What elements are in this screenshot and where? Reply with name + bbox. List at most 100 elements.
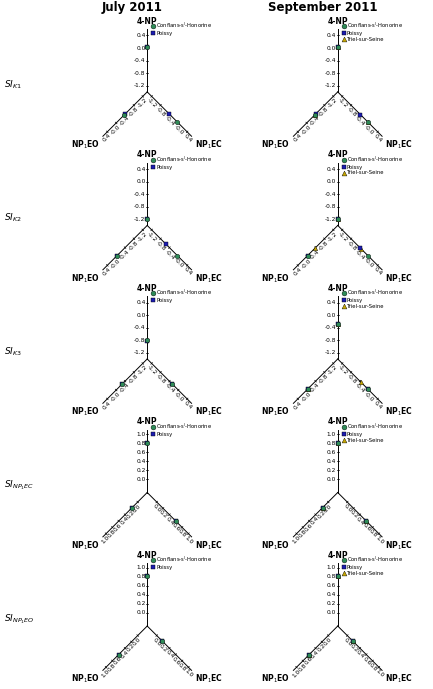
Text: 0.4: 0.4 bbox=[102, 400, 112, 410]
Text: 1.0: 1.0 bbox=[327, 432, 336, 437]
Text: 0.2: 0.2 bbox=[126, 509, 136, 520]
Text: -0.0: -0.0 bbox=[363, 124, 375, 136]
Text: NP$_1$EO: NP$_1$EO bbox=[71, 406, 100, 418]
Text: 0.4: 0.4 bbox=[136, 592, 145, 597]
Text: 0.4: 0.4 bbox=[102, 133, 112, 143]
Text: -0.8: -0.8 bbox=[346, 373, 357, 385]
Text: 0.6: 0.6 bbox=[113, 522, 123, 533]
Text: 0.0: 0.0 bbox=[152, 637, 162, 647]
Text: 0.2: 0.2 bbox=[349, 509, 359, 520]
Text: -1.2: -1.2 bbox=[136, 98, 148, 109]
Text: NP$_1$EC: NP$_1$EC bbox=[385, 673, 413, 686]
Text: NP$_1$EO: NP$_1$EO bbox=[261, 138, 290, 152]
Text: 0.0: 0.0 bbox=[152, 503, 162, 513]
Text: NP$_1$EC: NP$_1$EC bbox=[195, 673, 223, 686]
Text: 0.6: 0.6 bbox=[113, 656, 123, 666]
Text: 0.4: 0.4 bbox=[327, 33, 336, 38]
Text: 0.2: 0.2 bbox=[126, 643, 136, 653]
Text: 0.2: 0.2 bbox=[158, 643, 168, 653]
Text: -1.2: -1.2 bbox=[134, 350, 145, 356]
Text: 0.4: 0.4 bbox=[182, 400, 193, 410]
Text: -0.4: -0.4 bbox=[309, 382, 321, 394]
Text: -0.0: -0.0 bbox=[301, 258, 312, 269]
Text: -0.4: -0.4 bbox=[309, 249, 321, 260]
Text: -0.4: -0.4 bbox=[309, 115, 321, 127]
Text: 0.8: 0.8 bbox=[297, 662, 307, 672]
Legend: Conflans-s$^l$-Honorine, Poissy, Triel-sur-Seine: Conflans-s$^l$-Honorine, Poissy, Triel-s… bbox=[342, 287, 403, 309]
Text: 4-NP: 4-NP bbox=[327, 418, 348, 426]
Text: -0.4: -0.4 bbox=[164, 249, 176, 260]
Text: 0.4: 0.4 bbox=[327, 300, 336, 305]
Text: -0.0: -0.0 bbox=[363, 258, 375, 269]
Text: 0.8: 0.8 bbox=[368, 528, 378, 539]
Text: 0.0: 0.0 bbox=[327, 45, 336, 50]
Legend: Conflans-s$^l$-Honorine, Poissy, Triel-sur-Seine: Conflans-s$^l$-Honorine, Poissy, Triel-s… bbox=[342, 21, 403, 43]
Text: 4-NP: 4-NP bbox=[137, 150, 158, 159]
Text: NP$_1$EC: NP$_1$EC bbox=[195, 138, 223, 152]
Text: -0.8: -0.8 bbox=[318, 373, 330, 385]
Text: 4-NP: 4-NP bbox=[137, 551, 158, 560]
Text: 0.4: 0.4 bbox=[165, 516, 175, 526]
Text: -1.2: -1.2 bbox=[134, 216, 145, 222]
Text: 0.0: 0.0 bbox=[323, 503, 333, 513]
Text: -0.8: -0.8 bbox=[155, 240, 167, 251]
Text: 0.2: 0.2 bbox=[349, 643, 359, 653]
Text: 0.8: 0.8 bbox=[297, 528, 307, 539]
Text: 0.4: 0.4 bbox=[120, 516, 130, 526]
Text: -0.0: -0.0 bbox=[173, 124, 184, 136]
Text: -0.8: -0.8 bbox=[346, 106, 357, 118]
Text: 0.8: 0.8 bbox=[136, 441, 145, 446]
Text: -0.8: -0.8 bbox=[128, 106, 139, 118]
Text: -0.4: -0.4 bbox=[355, 115, 366, 127]
Text: -0.8: -0.8 bbox=[325, 338, 336, 342]
Text: -0.4: -0.4 bbox=[119, 249, 130, 260]
Text: 0.0: 0.0 bbox=[136, 45, 145, 50]
Text: 0.6: 0.6 bbox=[136, 583, 145, 588]
Text: -0.4: -0.4 bbox=[355, 382, 366, 394]
Text: -0.4: -0.4 bbox=[325, 192, 336, 196]
Text: 4-NP: 4-NP bbox=[327, 150, 348, 159]
Text: 0.0: 0.0 bbox=[343, 503, 353, 513]
Text: 0.4: 0.4 bbox=[136, 167, 145, 172]
Text: 0.4: 0.4 bbox=[327, 459, 336, 464]
Text: SI$_{K2}$: SI$_{K2}$ bbox=[4, 212, 23, 225]
Text: 0.4: 0.4 bbox=[136, 33, 145, 38]
Legend: Conflans-s$^l$-Honorine, Poissy: Conflans-s$^l$-Honorine, Poissy bbox=[151, 555, 213, 570]
Text: 0.6: 0.6 bbox=[362, 522, 372, 533]
Text: -1.2: -1.2 bbox=[327, 364, 339, 376]
Text: 0.0: 0.0 bbox=[343, 637, 353, 647]
Text: -1.2: -1.2 bbox=[325, 83, 336, 88]
Text: NP$_1$EO: NP$_1$EO bbox=[71, 138, 100, 152]
Text: -1.2: -1.2 bbox=[146, 364, 158, 376]
Text: 0.4: 0.4 bbox=[182, 267, 193, 277]
Text: NP$_1$EC: NP$_1$EC bbox=[385, 138, 413, 152]
Text: 1.0: 1.0 bbox=[136, 432, 145, 437]
Legend: Conflans-s$^l$-Honorine, Poissy: Conflans-s$^l$-Honorine, Poissy bbox=[151, 421, 213, 438]
Text: 0.0: 0.0 bbox=[132, 637, 142, 647]
Text: 4-NP: 4-NP bbox=[137, 17, 158, 25]
Text: 0.8: 0.8 bbox=[178, 528, 187, 539]
Text: 0.6: 0.6 bbox=[304, 656, 314, 666]
Text: 0.2: 0.2 bbox=[327, 601, 336, 606]
Text: -1.2: -1.2 bbox=[337, 98, 349, 109]
Text: -0.0: -0.0 bbox=[110, 124, 122, 136]
Text: -1.2: -1.2 bbox=[327, 98, 339, 109]
Text: -1.2: -1.2 bbox=[146, 231, 158, 243]
Text: 0.4: 0.4 bbox=[136, 459, 145, 464]
Text: 0.4: 0.4 bbox=[136, 300, 145, 305]
Text: 0.0: 0.0 bbox=[136, 313, 145, 318]
Text: 4-NP: 4-NP bbox=[327, 17, 348, 25]
Text: 0.2: 0.2 bbox=[317, 643, 326, 653]
Text: NP$_1$EO: NP$_1$EO bbox=[261, 673, 290, 686]
Text: 0.8: 0.8 bbox=[136, 574, 145, 579]
Text: 0.4: 0.4 bbox=[327, 167, 336, 172]
Text: -1.2: -1.2 bbox=[134, 83, 145, 88]
Legend: Conflans-s$^l$-Honorine, Poissy, Triel-sur-Seine: Conflans-s$^l$-Honorine, Poissy, Triel-s… bbox=[342, 421, 403, 443]
Text: 1.0: 1.0 bbox=[184, 668, 194, 679]
Text: -0.8: -0.8 bbox=[128, 373, 139, 385]
Text: -0.0: -0.0 bbox=[301, 124, 312, 136]
Text: 0.0: 0.0 bbox=[136, 477, 145, 482]
Text: -1.2: -1.2 bbox=[327, 231, 339, 243]
Text: SI$_{NP_1EO}$: SI$_{NP_1EO}$ bbox=[4, 612, 35, 626]
Text: -0.4: -0.4 bbox=[119, 382, 130, 394]
